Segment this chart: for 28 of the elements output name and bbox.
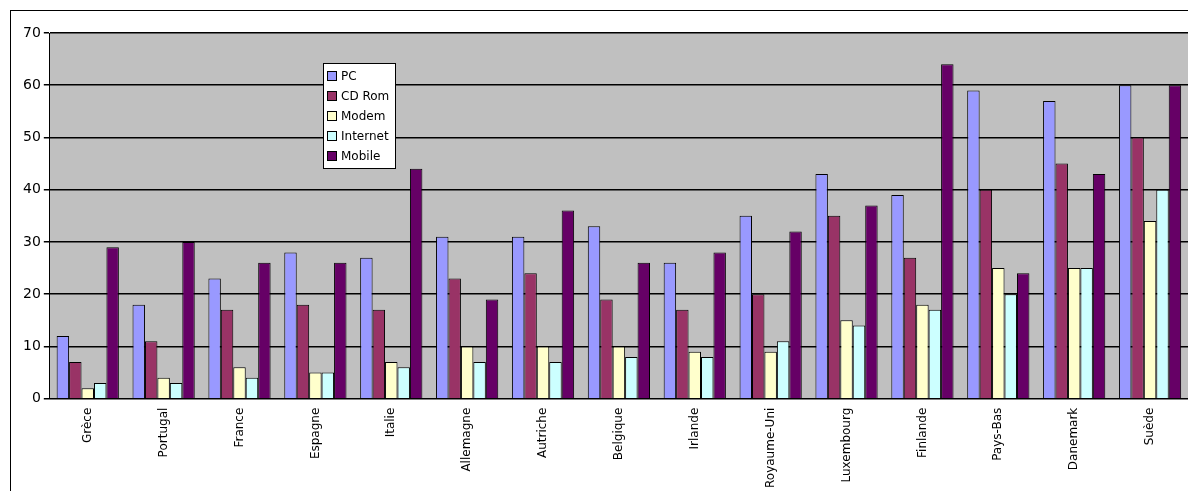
x-tick-label: Danemark (1066, 407, 1081, 471)
x-tick-label: Irlande (686, 407, 701, 450)
legend-label: Modem (341, 108, 386, 125)
x-tick-label: Espagne (307, 407, 322, 460)
x-tick-label: France (231, 407, 246, 448)
x-tick-label: Portugal (155, 407, 170, 458)
x-tick-label: Belgique (611, 407, 626, 461)
y-tick-label: 0 (31, 389, 41, 406)
x-tick-label: Luxembourg (838, 407, 853, 483)
x-tick-label: Autriche (535, 407, 550, 459)
legend-label: CD Rom (341, 88, 390, 105)
y-tick-label: 30 (22, 232, 41, 249)
y-tick-label: 50 (22, 128, 41, 145)
x-tick-label: Grèce (79, 407, 94, 444)
y-tick-label: 60 (22, 75, 41, 92)
x-tick-label: Finlande (914, 407, 929, 458)
y-tick-label: 10 (22, 337, 41, 354)
y-tick-label: 20 (22, 284, 41, 301)
legend-label: Internet (341, 128, 389, 145)
legend-label: PC (341, 68, 357, 85)
x-tick-label: Suède (1142, 407, 1157, 446)
x-tick-label: Italie (383, 407, 398, 438)
x-tick-label: Royaume-Uni (762, 407, 777, 488)
y-tick-label: 40 (22, 180, 41, 197)
x-tick-label: Allemagne (459, 407, 474, 472)
y-tick-label: 70 (22, 23, 41, 40)
legend-label: Mobile (341, 148, 381, 165)
x-tick-label: Pays-Bas (990, 407, 1005, 461)
